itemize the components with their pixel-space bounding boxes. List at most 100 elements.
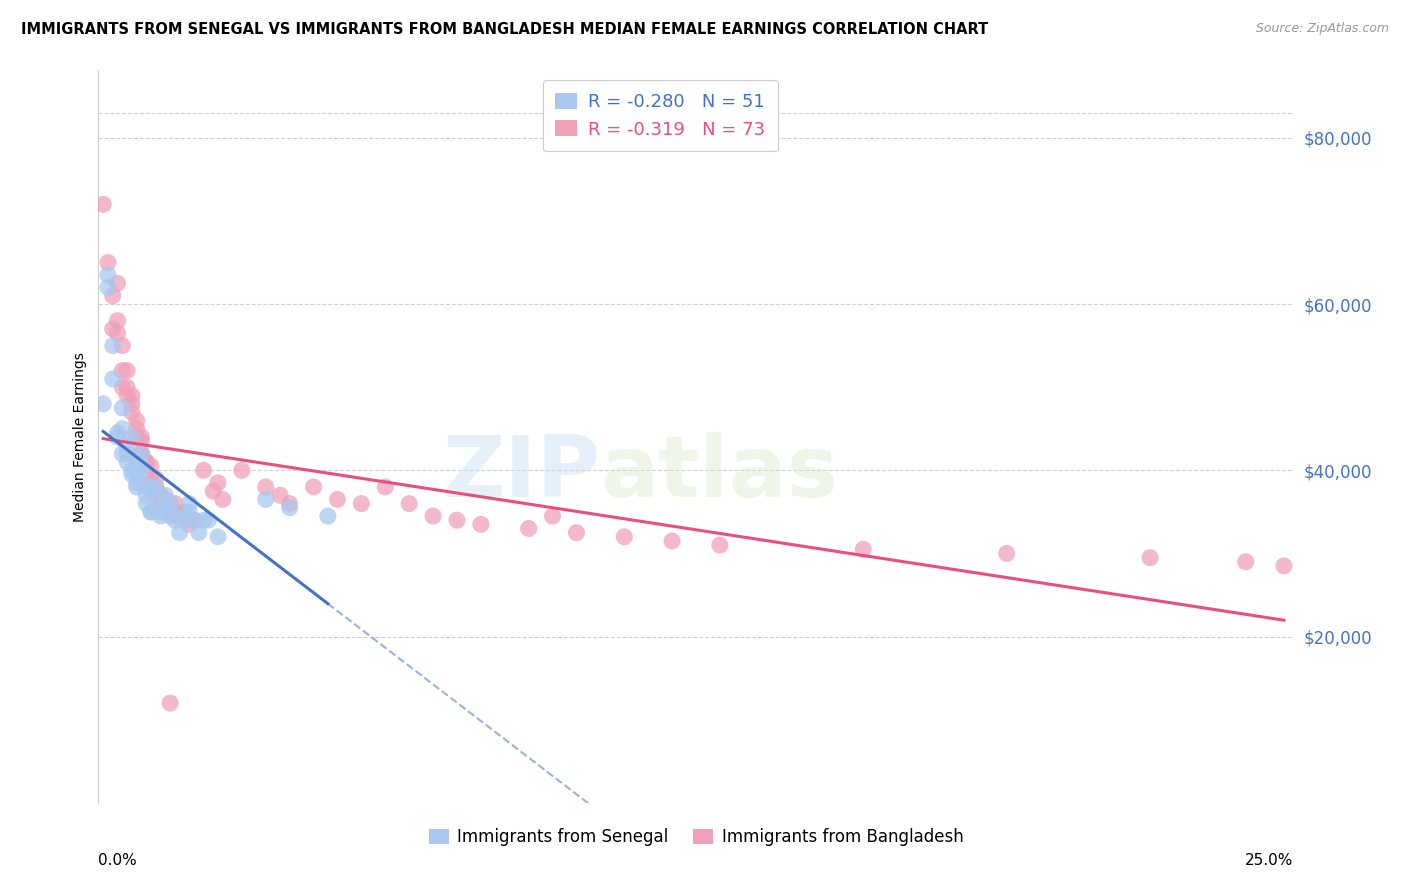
Point bbox=[254, 492, 277, 507]
Point bbox=[131, 430, 153, 444]
Point bbox=[139, 459, 162, 474]
Point bbox=[131, 459, 153, 474]
Point bbox=[149, 505, 172, 519]
Point bbox=[231, 463, 253, 477]
Point bbox=[202, 484, 225, 499]
Point bbox=[1272, 558, 1295, 573]
Point bbox=[422, 509, 444, 524]
Point bbox=[179, 505, 201, 519]
Point bbox=[121, 397, 143, 411]
Point bbox=[183, 513, 205, 527]
Point bbox=[135, 455, 157, 469]
Point bbox=[179, 517, 201, 532]
Point bbox=[155, 492, 177, 507]
Point bbox=[173, 513, 195, 527]
Point bbox=[121, 463, 143, 477]
Point bbox=[125, 422, 148, 436]
Point bbox=[131, 447, 153, 461]
Point bbox=[107, 314, 129, 328]
Text: Source: ZipAtlas.com: Source: ZipAtlas.com bbox=[1256, 22, 1389, 36]
Point bbox=[131, 447, 153, 461]
Point bbox=[107, 430, 129, 444]
Point bbox=[111, 338, 134, 352]
Point bbox=[97, 255, 120, 269]
Point bbox=[121, 388, 143, 402]
Point bbox=[135, 455, 157, 469]
Point bbox=[326, 492, 349, 507]
Point bbox=[446, 513, 468, 527]
Point bbox=[613, 530, 636, 544]
Point bbox=[470, 517, 492, 532]
Point bbox=[398, 497, 420, 511]
Point bbox=[278, 500, 301, 515]
Point bbox=[111, 422, 134, 436]
Point bbox=[179, 497, 201, 511]
Point bbox=[139, 472, 162, 486]
Point bbox=[278, 497, 301, 511]
Text: atlas: atlas bbox=[600, 432, 838, 516]
Point bbox=[541, 509, 564, 524]
Point bbox=[374, 480, 396, 494]
Point bbox=[131, 463, 153, 477]
Legend: Immigrants from Senegal, Immigrants from Bangladesh: Immigrants from Senegal, Immigrants from… bbox=[422, 822, 970, 853]
Point bbox=[316, 509, 339, 524]
Point bbox=[101, 322, 124, 336]
Point bbox=[211, 492, 233, 507]
Point bbox=[135, 497, 157, 511]
Point bbox=[139, 475, 162, 490]
Point bbox=[125, 480, 148, 494]
Point bbox=[125, 430, 148, 444]
Point bbox=[115, 363, 138, 377]
Point bbox=[107, 425, 129, 440]
Point bbox=[155, 497, 177, 511]
Point bbox=[135, 459, 157, 474]
Point bbox=[302, 480, 325, 494]
Point bbox=[709, 538, 731, 552]
Point bbox=[139, 480, 162, 494]
Point bbox=[169, 509, 191, 524]
Point bbox=[1139, 550, 1161, 565]
Point bbox=[115, 380, 138, 394]
Point bbox=[125, 467, 148, 482]
Point bbox=[131, 434, 153, 449]
Point bbox=[852, 542, 875, 557]
Point bbox=[107, 277, 129, 291]
Point bbox=[995, 546, 1018, 560]
Point bbox=[193, 513, 215, 527]
Point bbox=[107, 326, 129, 341]
Point bbox=[163, 513, 186, 527]
Point bbox=[149, 497, 172, 511]
Point bbox=[565, 525, 588, 540]
Point bbox=[91, 397, 114, 411]
Text: 25.0%: 25.0% bbox=[1246, 853, 1294, 868]
Point bbox=[350, 497, 373, 511]
Point bbox=[1234, 555, 1257, 569]
Point bbox=[125, 455, 148, 469]
Point bbox=[111, 447, 134, 461]
Point bbox=[163, 505, 186, 519]
Point bbox=[193, 463, 215, 477]
Point bbox=[145, 484, 167, 499]
Point bbox=[517, 521, 540, 535]
Point bbox=[207, 530, 229, 544]
Point bbox=[115, 455, 138, 469]
Point bbox=[155, 488, 177, 502]
Point bbox=[121, 430, 143, 444]
Point bbox=[159, 500, 181, 515]
Y-axis label: Median Female Earnings: Median Female Earnings bbox=[73, 352, 87, 522]
Point bbox=[139, 505, 162, 519]
Point bbox=[115, 438, 138, 452]
Point bbox=[115, 447, 138, 461]
Point bbox=[145, 488, 167, 502]
Point bbox=[207, 475, 229, 490]
Text: IMMIGRANTS FROM SENEGAL VS IMMIGRANTS FROM BANGLADESH MEDIAN FEMALE EARNINGS COR: IMMIGRANTS FROM SENEGAL VS IMMIGRANTS FR… bbox=[21, 22, 988, 37]
Point bbox=[145, 480, 167, 494]
Point bbox=[149, 509, 172, 524]
Point bbox=[187, 525, 209, 540]
Point bbox=[159, 696, 181, 710]
Point bbox=[111, 401, 134, 415]
Point bbox=[254, 480, 277, 494]
Point bbox=[145, 480, 167, 494]
Point bbox=[163, 497, 186, 511]
Point bbox=[155, 500, 177, 515]
